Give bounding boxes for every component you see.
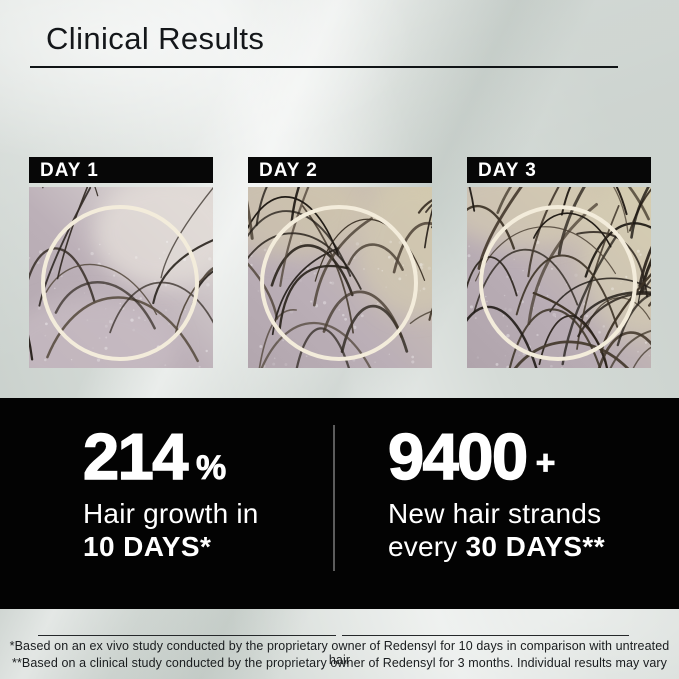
day-panel-1: DAY 1 bbox=[29, 157, 213, 368]
stat-9400: 9400 bbox=[387, 420, 529, 493]
hair-growth-in-text: Hair growth in bbox=[83, 498, 259, 529]
day-panel-3: DAY 3 bbox=[467, 157, 651, 368]
day-2-label: DAY 2 bbox=[248, 157, 432, 183]
footnote-rule-right bbox=[342, 635, 629, 636]
footnote-1: *Based on an ex vivo study conducted by … bbox=[9, 639, 670, 667]
day-3-scalp-image bbox=[467, 187, 651, 368]
new-hair-strands-text: New hair strands bbox=[388, 498, 602, 529]
ten-days-text: 10 DAYS* bbox=[83, 531, 212, 562]
footnote-rule-left bbox=[38, 635, 336, 636]
every-text: every bbox=[388, 531, 466, 562]
day-1-scalp-image bbox=[29, 187, 213, 368]
footnote-2: **Based on a clinical study conducted by… bbox=[12, 656, 667, 670]
day-panel-2: DAY 2 bbox=[248, 157, 432, 368]
stat-hair-growth-desc: Hair growth in 10 DAYS* bbox=[83, 497, 259, 563]
stats-divider bbox=[333, 425, 335, 571]
percent-sign: % bbox=[195, 449, 227, 487]
stat-214: 214 bbox=[82, 420, 189, 493]
stat-new-strands-desc: New hair strands every 30 DAYS** bbox=[388, 497, 605, 563]
page-title: Clinical Results bbox=[46, 21, 265, 56]
title-underline bbox=[30, 66, 618, 68]
stat-new-strands-value: 9400 + bbox=[387, 423, 556, 490]
thirty-days-text: 30 DAYS** bbox=[465, 531, 605, 562]
day-1-scalp-photo bbox=[29, 187, 213, 368]
day-2-scalp-photo bbox=[248, 187, 432, 368]
stats-band: 214% Hair growth in 10 DAYS* 9400 + New ha… bbox=[0, 398, 679, 609]
stat-hair-growth-value: 214% bbox=[82, 423, 227, 490]
day-3-scalp-photo bbox=[467, 187, 651, 368]
day-1-label: DAY 1 bbox=[29, 157, 213, 183]
day-2-scalp-image bbox=[248, 187, 432, 368]
plus-sign: + bbox=[535, 444, 556, 482]
day-3-label: DAY 3 bbox=[467, 157, 651, 183]
